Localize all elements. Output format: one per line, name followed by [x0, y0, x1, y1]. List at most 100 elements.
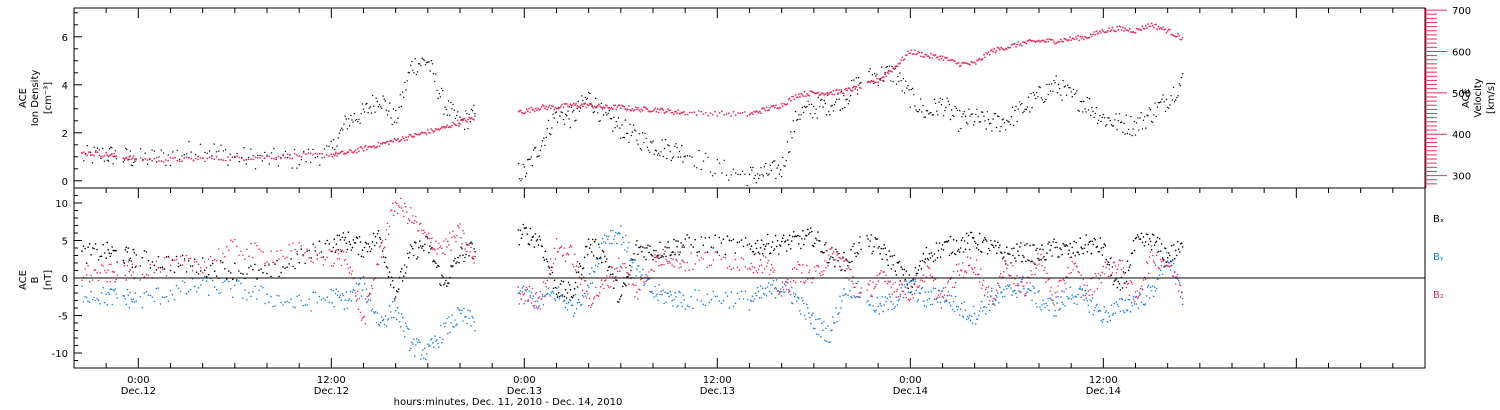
by-series-point — [896, 304, 899, 306]
bz-series-point — [88, 280, 91, 283]
bx-series-point — [586, 253, 589, 256]
density-series-point — [110, 146, 112, 148]
bz-series-point — [343, 259, 346, 262]
bx-series-point — [1051, 255, 1053, 257]
bx-series-point — [629, 264, 631, 267]
by-series-point — [1143, 304, 1146, 306]
by-series-point — [800, 313, 802, 315]
velocity-series-point — [599, 105, 602, 108]
velocity-series-point — [1077, 34, 1079, 37]
density-series-point — [630, 134, 632, 137]
by-series-point — [343, 308, 346, 311]
density-series-point — [429, 70, 431, 72]
bz-series-point — [260, 250, 262, 252]
velocity-series-point — [298, 155, 301, 158]
velocity-series-point — [93, 154, 95, 157]
bx-series-point — [642, 246, 644, 248]
density-series-point — [599, 120, 601, 122]
velocity-series-point — [938, 58, 940, 61]
bz-series-point — [994, 298, 996, 300]
bx-series-point — [937, 249, 940, 252]
top-left-axis-label: ACE Ion Density [cm⁻³] — [18, 70, 54, 127]
bx-series-point — [1136, 234, 1139, 236]
velocity-series-point — [739, 112, 742, 115]
bx-series-point — [1135, 236, 1138, 239]
velocity-series-point — [1055, 42, 1058, 45]
bx-series-point — [1042, 248, 1044, 251]
bx-series-point — [574, 281, 577, 284]
velocity-tick-label: 600 — [1452, 47, 1471, 58]
by-series-point — [1093, 309, 1096, 312]
bx-series-point — [948, 254, 951, 257]
bx-series-point — [1098, 251, 1101, 253]
by-series-point — [569, 299, 572, 302]
by-series-point — [978, 310, 981, 312]
density-series-point — [1153, 114, 1155, 116]
velocity-series-point — [526, 110, 529, 112]
density-series-point — [1135, 122, 1138, 124]
bx-series-point — [362, 256, 365, 258]
bz-series-point — [837, 252, 839, 255]
x-tick-label-time: 12:00 — [703, 375, 732, 386]
bx-series-point — [644, 247, 646, 249]
by-series-point — [1007, 284, 1009, 287]
bx-series-point — [754, 242, 757, 245]
density-series-point — [655, 150, 658, 152]
bz-series-point — [348, 272, 351, 274]
bx-series-point — [278, 275, 280, 278]
bx-series-point — [851, 260, 853, 263]
bx-series-point — [927, 259, 930, 261]
by-series-point — [657, 299, 659, 302]
density-series-point — [758, 177, 760, 180]
bx-series-point — [335, 243, 338, 245]
bz-series-point — [185, 254, 188, 257]
bz-series-point — [982, 279, 985, 282]
by-series-point — [218, 292, 220, 295]
bz-series-point — [577, 266, 580, 269]
density-series-point — [845, 99, 847, 101]
density-series-point — [1099, 115, 1101, 117]
bz-series-point — [533, 304, 536, 307]
bz-series-point — [757, 268, 760, 271]
bz-series-point — [919, 279, 922, 281]
bz-series-point — [836, 254, 838, 256]
bz-series-point — [518, 303, 521, 305]
density-series-point — [594, 97, 597, 100]
bz-series-point — [972, 271, 975, 274]
bz-series-point — [304, 252, 307, 254]
bx-series-point — [1146, 233, 1149, 236]
velocity-series-point — [530, 106, 533, 109]
bz-series-point — [1109, 275, 1112, 277]
velocity-series-point — [1099, 30, 1101, 33]
density-series-point — [385, 109, 388, 111]
bz-series-point — [1139, 287, 1142, 290]
density-series-point — [1075, 92, 1077, 94]
by-series-point — [351, 291, 354, 294]
density-series-point — [962, 113, 964, 115]
bx-series-point — [193, 258, 196, 261]
by-series-point — [767, 282, 770, 284]
density-series-point — [534, 147, 536, 149]
by-series-point — [1033, 287, 1035, 289]
x-axis-label: hours:minutes, Dec. 11, 2010 - Dec. 14, … — [394, 397, 623, 408]
bx-series-point — [1118, 282, 1121, 285]
density-series-point — [667, 144, 669, 146]
bx-series-point — [234, 262, 236, 265]
velocity-series-point — [637, 106, 639, 109]
by-series-point — [416, 338, 418, 340]
density-series-point — [964, 115, 967, 118]
bz-series-point — [613, 280, 615, 282]
density-series-point — [1002, 118, 1005, 120]
velocity-series-point — [954, 60, 956, 63]
bz-series-point — [1107, 275, 1110, 278]
by-series-point — [881, 296, 883, 298]
by-series-point — [415, 344, 417, 346]
velocity-series-point — [429, 132, 431, 134]
velocity-series-point — [842, 92, 845, 95]
bz-series-point — [799, 264, 801, 266]
bz-series-point — [469, 251, 471, 253]
bx-series-point — [661, 254, 663, 257]
bz-series-point — [818, 266, 820, 268]
by-series-point — [421, 354, 423, 356]
